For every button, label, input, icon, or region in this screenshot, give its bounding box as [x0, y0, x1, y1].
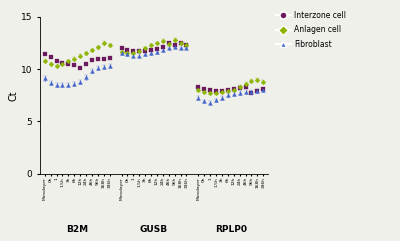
Text: RPLP0: RPLP0 [215, 225, 247, 234]
Text: B2M: B2M [66, 225, 88, 234]
Legend: Interzone cell, Anlagen cell, Fibroblast: Interzone cell, Anlagen cell, Fibroblast [276, 11, 346, 49]
Y-axis label: Ct: Ct [8, 90, 18, 100]
Text: GUSB: GUSB [140, 225, 168, 234]
